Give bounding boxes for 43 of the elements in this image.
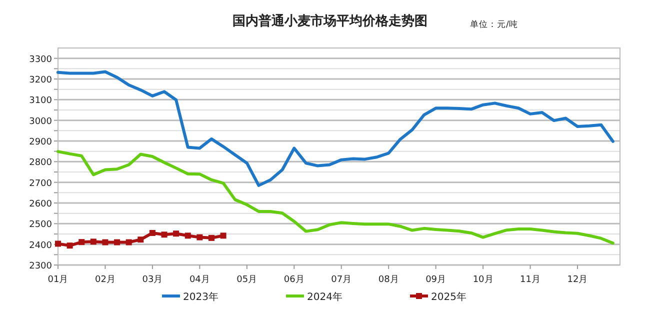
- point: [66, 242, 73, 249]
- y-tick-label: 2800: [29, 158, 52, 168]
- y-tick-label: 2600: [29, 200, 52, 210]
- x-tick-label: 12月: [567, 275, 588, 285]
- point: [138, 236, 144, 243]
- x-tick-label: 05月: [236, 275, 258, 285]
- y-tick-label: 3200: [29, 76, 52, 86]
- x-tick-label: 02月: [95, 275, 116, 285]
- legend-label: 2023年: [183, 291, 218, 303]
- y-tick-label: 2400: [29, 240, 52, 251]
- x-tick-label: 10月: [472, 275, 494, 285]
- x-tick-label: 06月: [284, 275, 304, 285]
- point: [55, 240, 61, 247]
- legend-label: 2024年: [307, 291, 342, 303]
- point: [149, 230, 156, 236]
- point: [78, 239, 85, 246]
- point: [126, 239, 132, 246]
- title: 国内普通小麦市场平均价格走势图: [232, 14, 428, 29]
- y-tick-label: 2900: [29, 138, 52, 148]
- x-tick-label: 08月: [378, 275, 399, 285]
- y-tick-label: 2300: [29, 262, 52, 272]
- x-tick-label: 07月: [331, 275, 352, 285]
- x-tick-label: 03月: [142, 275, 163, 285]
- point: [196, 234, 203, 240]
- y-tick-label: 3300: [29, 54, 52, 65]
- point: [173, 230, 180, 237]
- x-tick-label: 11月: [520, 275, 540, 285]
- legend-label: 2025年: [431, 291, 466, 303]
- point: [90, 238, 96, 245]
- y-tick-label: 3100: [29, 96, 52, 106]
- point: [220, 232, 226, 239]
- point: [208, 234, 214, 241]
- y-tick-label: 3000: [29, 116, 52, 127]
- annotation: 单位：元/吨: [470, 20, 518, 30]
- x-tick-label: 01月: [48, 275, 68, 285]
- point: [161, 232, 168, 238]
- y-tick-label: 2700: [29, 178, 52, 189]
- x-tick-label: 09月: [426, 275, 446, 285]
- point: [184, 232, 191, 239]
- point: [102, 239, 108, 246]
- point: [114, 239, 120, 246]
- y-tick-label: 2500: [29, 220, 52, 230]
- x-tick-label: 04月: [189, 275, 210, 285]
